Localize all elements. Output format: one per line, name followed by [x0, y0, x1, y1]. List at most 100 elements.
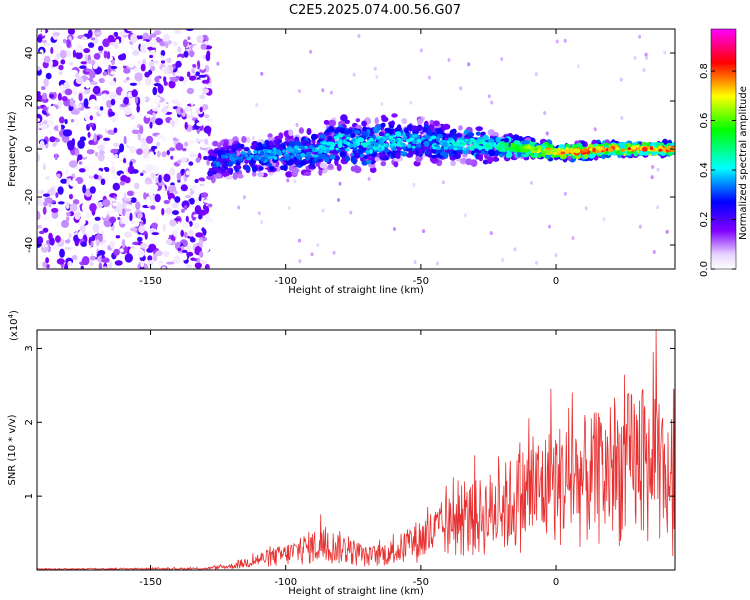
heatmap-cell [181, 254, 188, 261]
heatmap-cell [638, 224, 642, 229]
heatmap-cell [533, 152, 538, 158]
heatmap-cell [402, 136, 407, 141]
heatmap-cell [186, 71, 191, 78]
heatmap-cell [183, 50, 189, 58]
heatmap-cell [175, 132, 180, 140]
heatmap-cell [64, 88, 73, 96]
heatmap-cell [154, 215, 160, 223]
heatmap-cell [113, 248, 120, 256]
heatmap-cell [94, 31, 103, 36]
heatmap-cell [482, 141, 489, 145]
heatmap-cell [361, 120, 367, 127]
heatmap-cell [55, 138, 60, 143]
heatmap-cell [195, 86, 203, 96]
heatmap-cell [198, 209, 207, 216]
x-tick-label: -150 [139, 577, 162, 588]
heatmap-cell [136, 104, 140, 113]
heatmap-cell [146, 110, 154, 115]
heatmap-cell [181, 249, 189, 253]
spectrogram-panel: -150 -100 -50 0 -40 -20 0 20 40 Height of straig… [7, 28, 676, 296]
heatmap-cell [89, 81, 98, 86]
heatmap-cell [80, 265, 84, 269]
heatmap-cell [214, 173, 223, 179]
heatmap-cell [186, 111, 191, 116]
heatmap-cell [63, 82, 69, 89]
heatmap-cell [57, 92, 62, 101]
heatmap-cell [328, 146, 335, 151]
heatmap-cell [173, 41, 178, 47]
heatmap-cell [178, 76, 184, 82]
heatmap-cell [247, 150, 252, 155]
heatmap-cell [207, 220, 212, 228]
heatmap-cell [545, 149, 550, 155]
heatmap-cell [513, 247, 517, 252]
heatmap-cell [59, 248, 65, 258]
heatmap-cell [311, 147, 317, 153]
heatmap-cell [72, 199, 80, 205]
heatmap-cell [394, 131, 401, 136]
heatmap-cell [134, 182, 140, 190]
heatmap-cell [74, 74, 81, 78]
heatmap-cell [111, 175, 117, 180]
colorbar: 0.0 0.2 0.4 0.6 0.8 Normalized spectral ampl… [699, 28, 749, 277]
heatmap-cell [200, 192, 209, 198]
heatmap-cell [69, 203, 78, 212]
heatmap-cell [143, 157, 150, 166]
heatmap-cell [99, 150, 105, 156]
heatmap-cell [43, 43, 52, 47]
heatmap-cell [60, 209, 66, 217]
heatmap-cell [187, 140, 195, 145]
heatmap-cell [103, 50, 108, 59]
heatmap-cell [443, 146, 449, 150]
heatmap-cell [51, 210, 59, 219]
heatmap-cell [38, 230, 45, 235]
colorbar-tick-label: 0.2 [699, 212, 710, 228]
heatmap-cell [163, 173, 171, 183]
heatmap-cell [571, 236, 575, 241]
top-axis-ticks: -150 -100 -50 0 -40 -20 0 20 40 [24, 29, 675, 287]
heatmap-cell [517, 136, 524, 143]
heatmap-cell [615, 146, 620, 151]
heatmap-cell [488, 151, 496, 157]
y-tick-label: 0 [24, 146, 35, 152]
heatmap-cell [307, 154, 313, 158]
heatmap-cell [198, 177, 205, 182]
heatmap-cell [429, 119, 435, 126]
heatmap-cell [79, 217, 86, 226]
heatmap-cell [69, 224, 75, 230]
heatmap-cell [160, 55, 164, 59]
heatmap-cell [104, 167, 110, 172]
heatmap-cell [327, 164, 334, 169]
heatmap-cell [49, 93, 54, 99]
heatmap-cell [228, 168, 233, 175]
heatmap-cell [147, 255, 153, 262]
heatmap-cell [318, 148, 323, 154]
heatmap-cell [180, 229, 184, 237]
heatmap-cell [51, 244, 60, 250]
heatmap-cell [177, 247, 182, 252]
heatmap-cell [308, 164, 316, 169]
heatmap-cell [310, 133, 318, 141]
heatmap-cell [118, 54, 125, 61]
heatmap-cell [109, 232, 116, 242]
heatmap-cell [110, 98, 116, 106]
heatmap-cell [576, 64, 580, 69]
heatmap-cell [166, 57, 172, 64]
heatmap-cell [37, 190, 46, 195]
heatmap-cell [56, 173, 61, 179]
heatmap-cell [81, 256, 90, 266]
heatmap-cell [216, 61, 220, 66]
heatmap-cell [441, 180, 445, 185]
heatmap-cell [420, 136, 425, 141]
heatmap-cell [355, 118, 361, 123]
heatmap-cell [260, 220, 264, 225]
heatmap-cell [630, 145, 637, 150]
heatmap-cell [573, 148, 581, 154]
heatmap-cell [325, 149, 330, 153]
heatmap-cell [380, 161, 387, 167]
heatmap-cell [351, 138, 356, 143]
heatmap-cell [189, 197, 195, 205]
heatmap-cell [131, 89, 138, 98]
heatmap-cell [554, 148, 559, 153]
heatmap-cell [173, 255, 181, 264]
